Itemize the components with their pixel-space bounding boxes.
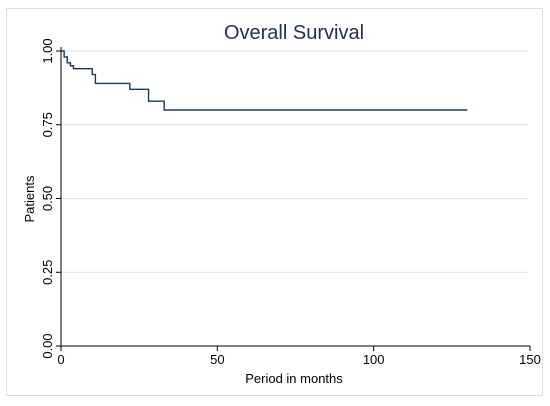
series-layer — [61, 50, 468, 111]
x-tick-label-3: 150 — [519, 352, 541, 367]
y-tick-label-0: 0.00 — [40, 333, 55, 358]
x-tick-label-0: 0 — [57, 352, 64, 367]
survival-curve-0 — [61, 50, 468, 111]
chart-title: Overall Survival — [224, 22, 364, 44]
y-tick-label-4: 1.00 — [40, 38, 55, 63]
x-tick-label-1: 50 — [210, 352, 224, 367]
chart-outer-frame — [6, 8, 543, 396]
y-axis-label: Patients — [22, 175, 37, 222]
y-tick-label-3: 0.75 — [40, 112, 55, 137]
x-axis-label: Period in months — [245, 371, 343, 386]
x-tick-label-2: 100 — [363, 352, 385, 367]
y-tick-label-1: 0.25 — [40, 260, 55, 285]
tick-labels: 0 50 100 150 0.00 0.25 0.50 0.75 1.00 — [40, 38, 541, 367]
y-tick-label-2: 0.50 — [40, 186, 55, 211]
axes — [56, 47, 531, 351]
